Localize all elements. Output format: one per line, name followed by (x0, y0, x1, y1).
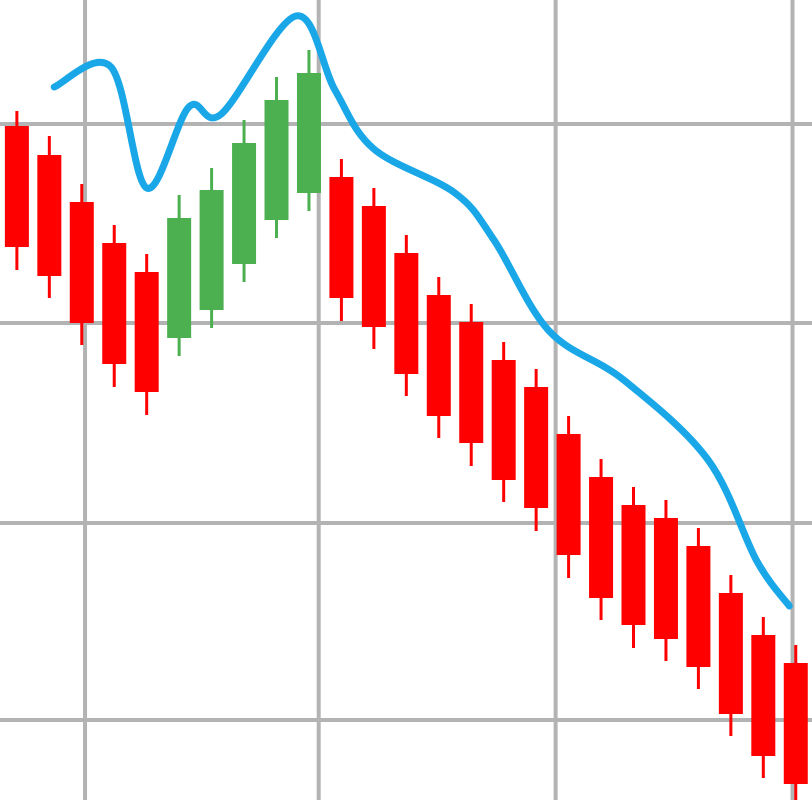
candle-body (524, 387, 549, 508)
candle-body (102, 243, 127, 364)
candle-body (69, 202, 94, 323)
candle (589, 459, 614, 620)
candle (621, 487, 646, 648)
candle (134, 254, 159, 415)
candle (783, 645, 808, 800)
candle (69, 184, 94, 345)
candle-body (621, 505, 646, 625)
candle (199, 168, 224, 328)
candle-body (4, 126, 29, 247)
candle (718, 575, 743, 736)
candle (296, 50, 321, 211)
candle-body (491, 360, 516, 480)
candle-body (167, 218, 192, 338)
candle (102, 225, 127, 387)
candle-body (783, 663, 808, 784)
candle (4, 111, 29, 270)
candle-body (653, 518, 678, 639)
candle (556, 416, 581, 578)
candle-body (686, 546, 711, 667)
candle-body (199, 190, 224, 310)
candle (264, 77, 289, 238)
candle-body (296, 73, 321, 193)
candle (653, 500, 678, 661)
candle (37, 136, 62, 298)
candle-body (459, 322, 484, 443)
candles (4, 50, 808, 800)
candle-body (751, 635, 776, 756)
candle (524, 369, 549, 531)
candle (361, 188, 386, 349)
candle-body (426, 295, 451, 416)
candle (329, 159, 354, 321)
candle-body (589, 477, 614, 598)
candle-body (264, 100, 289, 220)
candle (686, 528, 711, 689)
candle-body (329, 177, 354, 298)
candle (232, 120, 257, 282)
candle (167, 195, 192, 356)
candle (394, 235, 419, 396)
trend-line (50, 12, 793, 610)
candle-body (556, 434, 581, 555)
candle-body (232, 143, 257, 264)
candle (426, 277, 451, 438)
candle (459, 304, 484, 466)
trend-line-layer (50, 12, 793, 610)
candle (491, 342, 516, 502)
candle-body (718, 593, 743, 714)
candle (751, 617, 776, 778)
candle-body (134, 272, 159, 392)
candle-body (37, 155, 62, 276)
candle-body (361, 206, 386, 327)
candle-body (394, 253, 419, 374)
